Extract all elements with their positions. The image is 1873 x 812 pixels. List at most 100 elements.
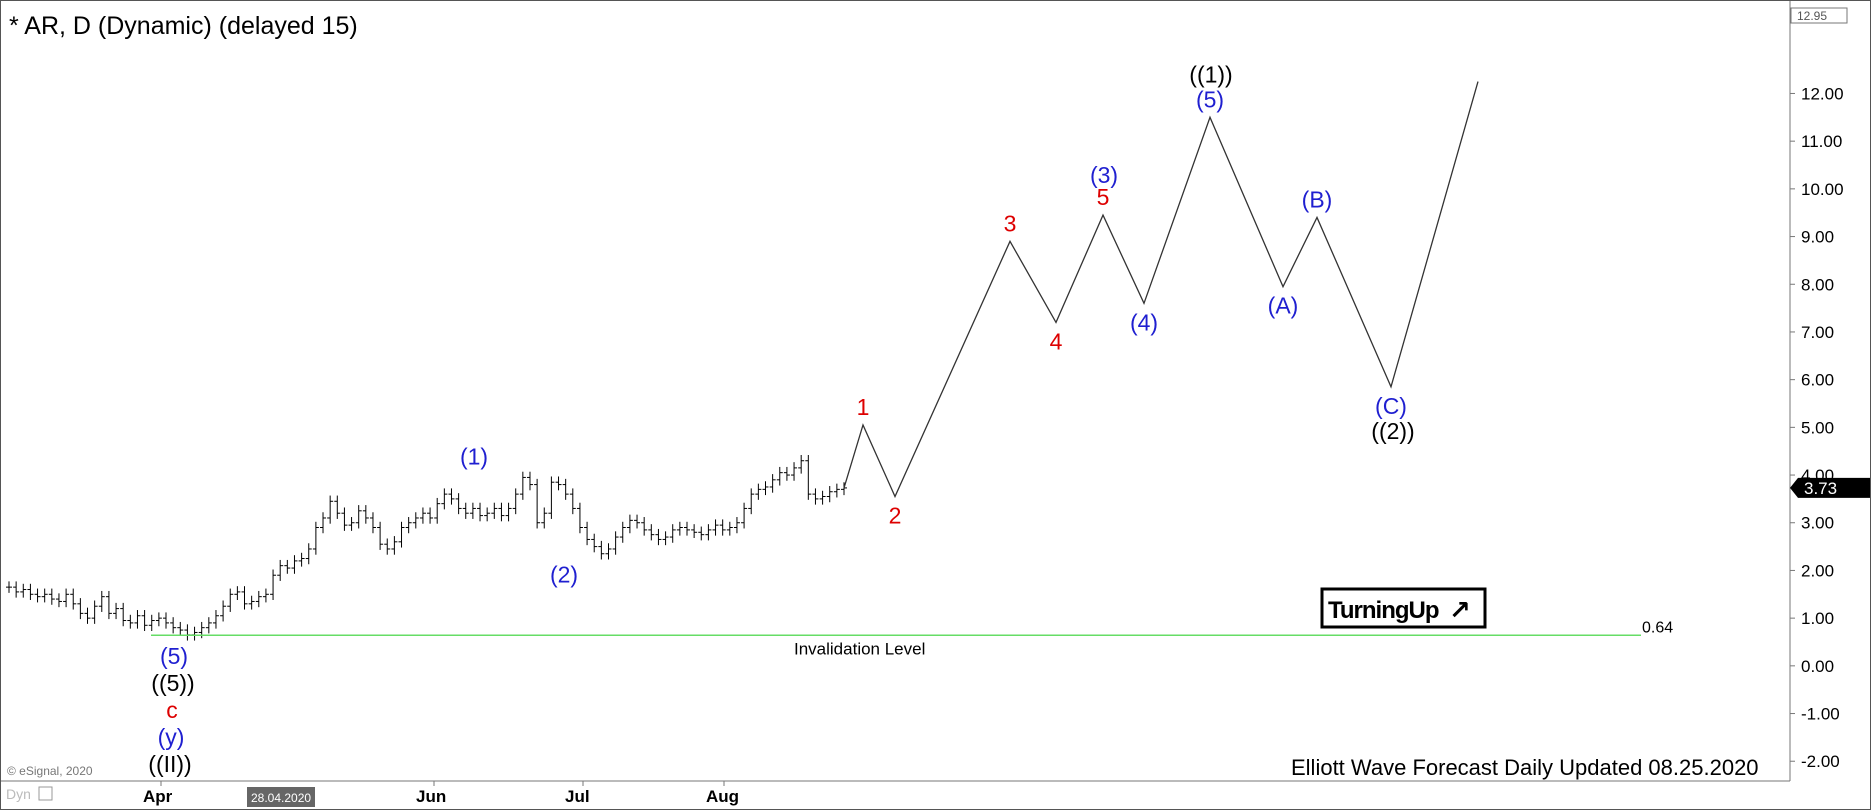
price-bar [20,583,27,598]
price-bar [798,455,805,474]
wave-label: (2) [550,562,578,588]
x-tick-label: Jul [565,787,590,806]
price-bar [526,471,533,491]
bottom-left-icon [38,786,53,801]
price-bar [548,476,555,519]
price-bar [555,476,562,491]
x-tick-label: Aug [706,787,739,806]
price-bar [676,521,683,536]
price-bar [705,524,712,541]
price-bar [312,521,319,555]
price-bar [134,610,141,629]
wave-label: 4 [1050,328,1063,354]
turningup-logo: TurningUp ↗ [1320,587,1487,629]
price-bar [34,588,41,603]
price-bar [783,466,790,481]
price-bar [612,531,619,555]
wave-label: (4) [1130,309,1158,335]
wave-label: 2 [889,503,902,529]
price-bar [512,488,519,515]
wave-label: (1) [460,443,488,469]
invalidation-label: Invalidation Level [794,639,925,658]
price-bar [248,595,255,610]
price-bar [55,593,62,608]
price-bar [462,502,469,519]
wave-label: 5 [1097,184,1110,210]
top-value-label: 12.95 [1797,9,1827,23]
logo-arrow-icon: ↗ [1449,595,1471,625]
price-bar [569,488,576,515]
price-bar [227,588,234,612]
price-bar [776,466,783,486]
price-bar [534,478,541,529]
price-bar [477,502,484,522]
price-bar [184,624,191,641]
price-bar [419,507,426,524]
price-bar [177,621,184,636]
price-bar [598,540,605,560]
price-bar [683,521,690,536]
price-bar [48,588,55,605]
price-bar [698,526,705,541]
price-bar [491,502,498,519]
price-bar [27,583,34,601]
price-bar [355,505,362,529]
wave-label: ((5)) [151,670,194,696]
price-bar [455,493,462,515]
price-bar [591,533,598,553]
price-bar [6,581,12,593]
price-bar [755,483,762,500]
price-bar [377,521,384,550]
wave-label: ((2)) [1371,418,1414,444]
projection-path [843,81,1479,499]
wave-label: 3 [1004,210,1017,236]
y-tick-label: -1.00 [1801,705,1840,724]
price-bar [434,497,441,524]
price-bar [741,502,748,529]
price-bar [626,514,633,534]
price-bar [127,614,134,629]
cursor-date: 28.04.2020 [251,791,311,805]
price-bar [191,626,198,641]
price-bar [584,521,591,546]
price-bar [298,552,305,567]
forecast-note: Elliott Wave Forecast Daily Updated 08.2… [1291,755,1759,780]
price-bar [98,590,105,612]
copyright: © eSignal, 2020 [7,764,93,778]
price-bar [669,524,676,543]
wave-label: ((1)) [1189,61,1232,87]
chart-title: * AR, D (Dynamic) (delayed 15) [9,12,358,40]
price-bar [484,507,491,522]
price-bar [498,502,505,522]
price-bar [369,512,376,534]
price-bar [262,588,269,603]
y-tick-label: 10.00 [1801,180,1844,199]
price-bar [505,502,512,522]
x-tick-label: Jun [416,787,446,806]
last-price-tag: 3.73 [1790,477,1870,498]
price-bar [719,519,726,536]
invalidation-value: 0.64 [1642,619,1673,636]
price-bar [448,488,455,505]
y-tick-label: 5.00 [1801,418,1834,437]
price-bar [270,569,277,601]
price-bar [70,588,77,610]
price-bar [634,514,641,529]
price-bar [391,536,398,555]
price-bar [655,528,662,546]
price-bar [327,495,334,524]
price-bar [519,471,526,500]
y-tick-label: 2.00 [1801,561,1834,580]
price-bar [105,590,112,620]
price-bar [320,512,327,534]
bottom-left-label: Dyn [6,786,31,802]
price-bar [841,482,847,496]
price-bar [469,502,476,519]
wave-label: (C) [1375,393,1407,419]
y-tick-label: 3.00 [1801,514,1834,533]
price-bar [733,517,740,534]
price-bar [769,474,776,493]
price-bar [241,586,248,610]
